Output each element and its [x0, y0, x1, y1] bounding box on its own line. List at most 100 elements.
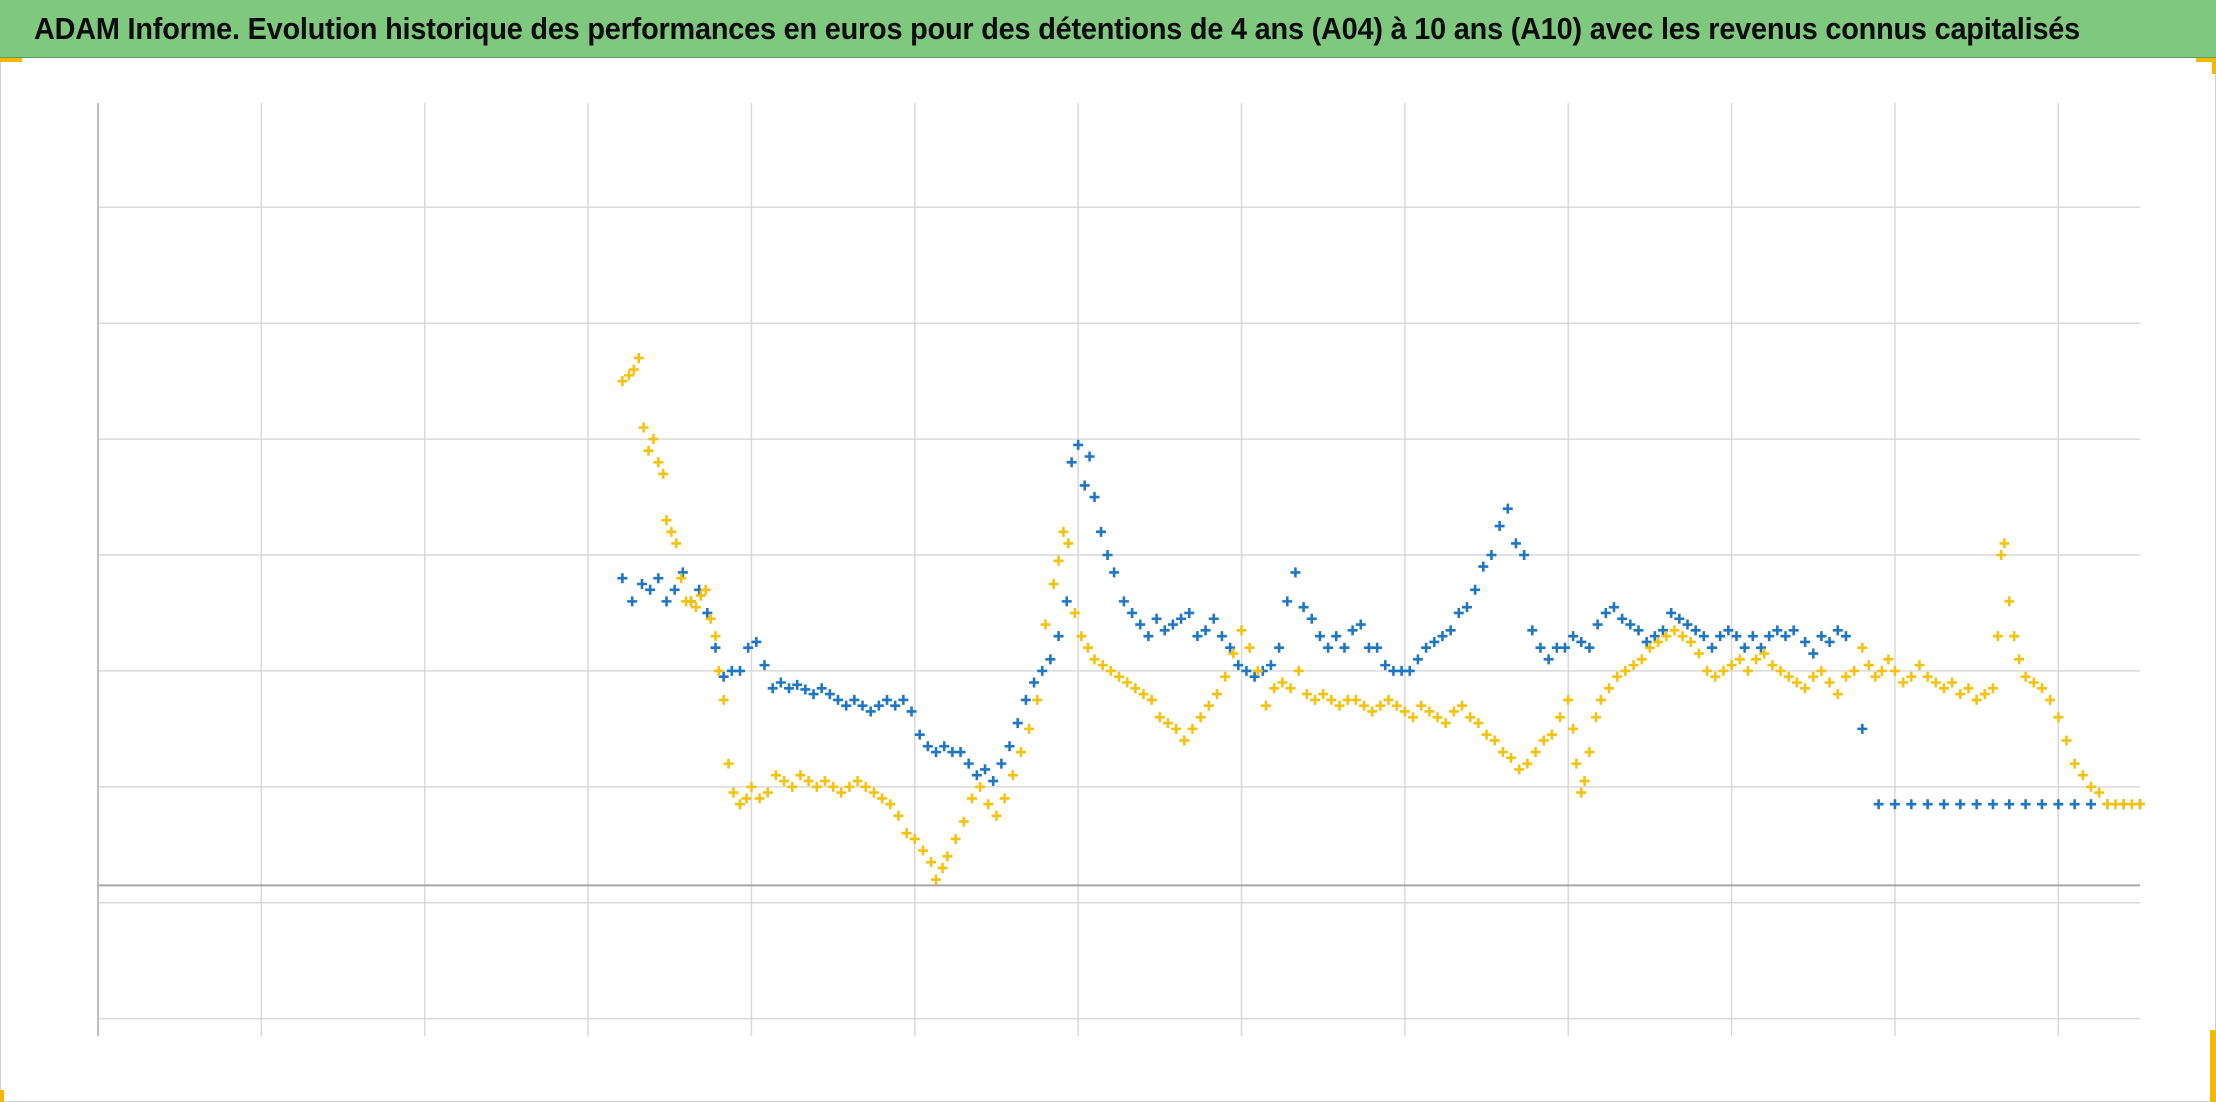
series-0-point-78: [1241, 665, 1252, 676]
series-1-point-36: [828, 781, 839, 792]
series-layer: [617, 352, 2145, 885]
series-1-point-5: [643, 445, 654, 456]
series-1-point-110: [1408, 712, 1419, 723]
series-0-point-146: [1800, 636, 1811, 647]
series-1-point-85: [1203, 700, 1214, 711]
series-1-point-180: [1947, 677, 1958, 688]
series-0-point-3: [645, 584, 656, 595]
series-0-point-47: [1004, 741, 1015, 752]
series-0-point-142: [1764, 631, 1775, 642]
series-0-point-129: [1657, 625, 1668, 636]
series-0-point-50: [1029, 677, 1040, 688]
series-1-point-71: [1089, 654, 1100, 665]
series-1-point-146: [1677, 631, 1688, 642]
series-1-point-200: [2085, 781, 2096, 792]
series-1-point-32: [795, 770, 806, 781]
series-1-point-69: [1076, 631, 1087, 642]
series-1-point-136: [1595, 694, 1606, 705]
series-1-point-88: [1228, 648, 1239, 659]
series-1-point-21: [718, 694, 729, 705]
series-1-point-184: [1979, 689, 1990, 700]
series-0-point-140: [1747, 631, 1758, 642]
series-1-point-75: [1122, 677, 1133, 688]
series-1-point-154: [1742, 665, 1753, 676]
series-1-point-156: [1759, 648, 1770, 659]
series-1-point-3: [633, 352, 644, 363]
series-0-point-1: [627, 596, 638, 607]
series-1-point-176: [1914, 660, 1925, 671]
series-0-point-33: [890, 700, 901, 711]
series-1-point-126: [1538, 735, 1549, 746]
series-1-point-8: [658, 468, 669, 479]
series-0-point-120: [1584, 642, 1595, 653]
corner-mark-bottom-right: [2210, 1030, 2216, 1102]
series-0-point-162: [2020, 799, 2031, 810]
series-1-point-145: [1669, 625, 1680, 636]
series-1-point-133: [1579, 776, 1590, 787]
series-1-point-27: [754, 793, 765, 804]
series-0-point-153: [1873, 799, 1884, 810]
series-1-point-108: [1391, 700, 1402, 711]
series-0-point-36: [914, 729, 925, 740]
series-0-point-87: [1314, 631, 1325, 642]
series-1-point-73: [1105, 665, 1116, 676]
series-0-point-159: [1971, 799, 1982, 810]
series-1-point-63: [1040, 619, 1051, 630]
series-0-point-118: [1568, 631, 1579, 642]
series-0-point-115: [1543, 654, 1554, 665]
series-1-point-38: [844, 781, 855, 792]
series-1-point-24: [735, 799, 746, 810]
series-1-point-111: [1416, 700, 1427, 711]
series-1-point-169: [1863, 660, 1874, 671]
series-0-point-156: [1922, 799, 1933, 810]
series-0-point-23: [808, 689, 819, 700]
series-0-point-37: [922, 741, 933, 752]
series-0-point-60: [1096, 526, 1107, 537]
series-1-point-46: [909, 833, 920, 844]
series-1-point-50: [937, 862, 948, 873]
series-0-point-10: [702, 607, 713, 618]
series-1-point-35: [819, 776, 830, 787]
series-1-point-130: [1568, 723, 1579, 734]
series-1-point-140: [1628, 660, 1639, 671]
series-1-point-134: [1584, 747, 1595, 758]
series-1-point-144: [1661, 631, 1672, 642]
series-1-point-44: [893, 810, 904, 821]
series-1-point-20: [713, 665, 724, 676]
series-1-point-131: [1571, 758, 1582, 769]
series-1-point-80: [1163, 718, 1174, 729]
series-1-point-148: [1693, 648, 1704, 659]
series-0-point-4: [653, 573, 664, 584]
series-0-point-103: [1445, 625, 1456, 636]
series-1-point-177: [1922, 671, 1933, 682]
series-0-point-123: [1608, 602, 1619, 613]
corner-mark-top-left: [0, 58, 22, 62]
series-0-point-155: [1906, 799, 1917, 810]
series-0-point-147: [1808, 648, 1819, 659]
series-1-point-206: [2135, 799, 2145, 810]
series-0-point-107: [1478, 561, 1489, 572]
series-1-point-9: [661, 515, 672, 526]
series-1-point-163: [1816, 665, 1827, 676]
series-1-point-30: [779, 776, 790, 787]
series-1-point-39: [852, 776, 863, 787]
series-0-point-82: [1274, 642, 1285, 653]
series-1-point-91: [1252, 665, 1263, 676]
series-1-point-83: [1187, 723, 1198, 734]
series-0-point-88: [1323, 642, 1334, 653]
series-0-point-125: [1625, 619, 1636, 630]
series-0-point-21: [792, 679, 803, 690]
series-0-point-20: [784, 683, 795, 694]
series-0-point-101: [1429, 636, 1440, 647]
series-1-point-89: [1236, 625, 1247, 636]
series-0-point-108: [1486, 550, 1497, 561]
series-1-point-58: [999, 793, 1010, 804]
series-0-point-126: [1633, 625, 1644, 636]
series-0-point-111: [1510, 538, 1521, 549]
series-1-point-33: [803, 776, 814, 787]
series-1-point-124: [1522, 758, 1533, 769]
series-1-point-28: [762, 787, 773, 798]
series-1-point-4: [638, 422, 649, 433]
series-0-point-0: [617, 573, 628, 584]
series-1-point-56: [983, 799, 994, 810]
